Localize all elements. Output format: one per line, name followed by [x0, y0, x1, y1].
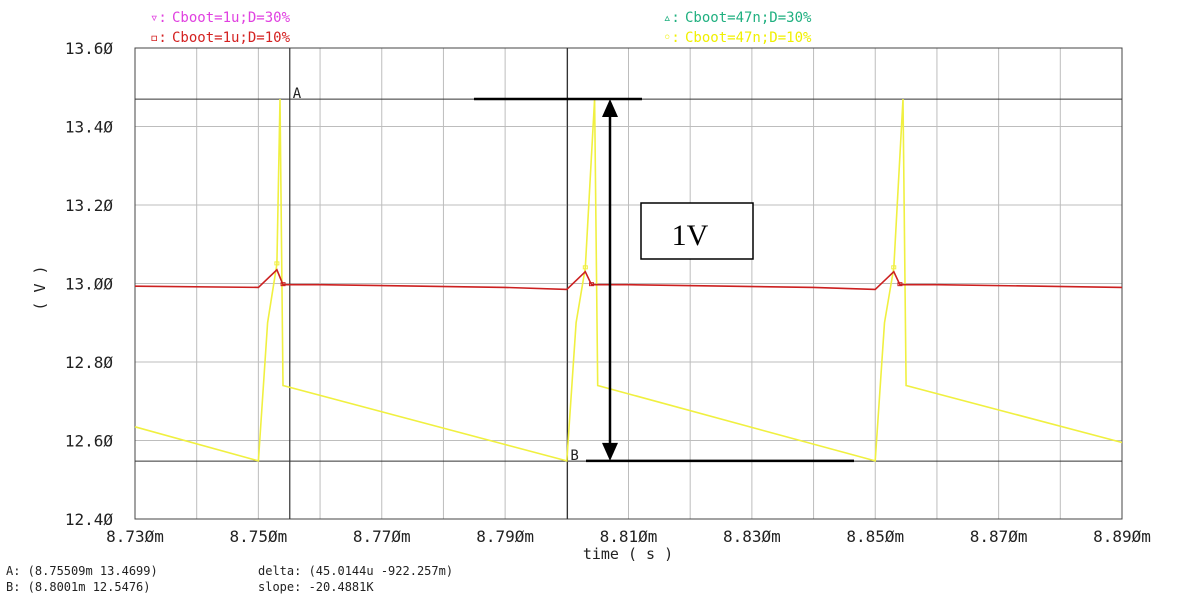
series-point [588, 282, 594, 287]
annotation-box [640, 202, 754, 260]
annotation-arrowhead-up [601, 99, 618, 118]
x-tick-label: 8.83Øm [723, 527, 781, 546]
x-tick-label: 8.77Øm [353, 527, 411, 546]
x-tick-label: 8.87Øm [970, 527, 1028, 546]
legend-marker: ▫: [150, 30, 167, 46]
marker-B-label: B [570, 448, 578, 464]
series-point [897, 282, 903, 287]
legend-marker: ▵: [663, 10, 680, 26]
annotation-label: 1V [672, 219, 709, 252]
readout-b: B: (8.8001m 12.5476) [6, 580, 151, 594]
legend-label: Cboot=47n;D=30% [685, 10, 812, 26]
y-tick-labels: 12.4Ø 12.6Ø 12.8Ø 13.ØØ 13.2Ø 13.4Ø 13.6Ø [65, 39, 114, 529]
x-tick-label: 8.75Øm [229, 527, 287, 546]
series-point [891, 265, 897, 270]
series-line [134, 98, 1123, 462]
annotation-arrowhead-down [601, 442, 618, 461]
x-tick-labels: 8.73Øm 8.75Øm 8.77Øm 8.79Øm 8.81Øm 8.83Øm 8.85… [106, 527, 1151, 546]
y-tick-label: 13.4Ø [65, 118, 114, 137]
marker-A-label: A [293, 86, 302, 102]
voltage-annotation: 1V [474, 97, 854, 463]
y-tick-label: 12.4Ø [65, 510, 114, 529]
series-point [280, 282, 286, 287]
x-axis-title: time ( s ) [583, 545, 673, 563]
legend-label: Cboot=1u;D=10% [172, 30, 291, 46]
x-tick-label: 8.79Øm [476, 527, 534, 546]
series-point [582, 265, 588, 270]
y-tick-label: 12.6Ø [65, 432, 114, 451]
legend-marker: ◦: [663, 30, 680, 46]
y-tick-label: 13.6Ø [65, 39, 114, 58]
plot-frame [134, 47, 1123, 520]
x-tick-label: 8.81Øm [600, 527, 658, 546]
y-tick-label: 12.8Ø [65, 353, 114, 372]
series-point [274, 261, 280, 266]
readout-delta: delta: (45.0144u -922.257m) [258, 564, 453, 578]
legend-marker: ▿: [150, 10, 167, 26]
legend: ▿: Cboot=1u;D=30% ▫: Cboot=1u;D=10% ▵: Cboot=… [150, 10, 812, 46]
legend-label: Cboot=1u;D=30% [172, 10, 291, 26]
x-tick-label: 8.89Øm [1093, 527, 1151, 546]
y-tick-label: 13.2Ø [65, 196, 114, 215]
y-tick-label: 13.ØØ [65, 275, 114, 294]
grid [134, 47, 1123, 520]
x-tick-label: 8.73Øm [106, 527, 164, 546]
readout-a: A: (8.75509m 13.4699) [6, 564, 158, 578]
readout-slope: slope: -20.4881K [258, 580, 374, 594]
series-line [134, 268, 1123, 291]
x-tick-label: 8.85Øm [846, 527, 904, 546]
series-layer [134, 98, 1123, 462]
legend-label: Cboot=47n;D=10% [685, 30, 812, 46]
y-axis-title: ( V ) [31, 265, 49, 310]
